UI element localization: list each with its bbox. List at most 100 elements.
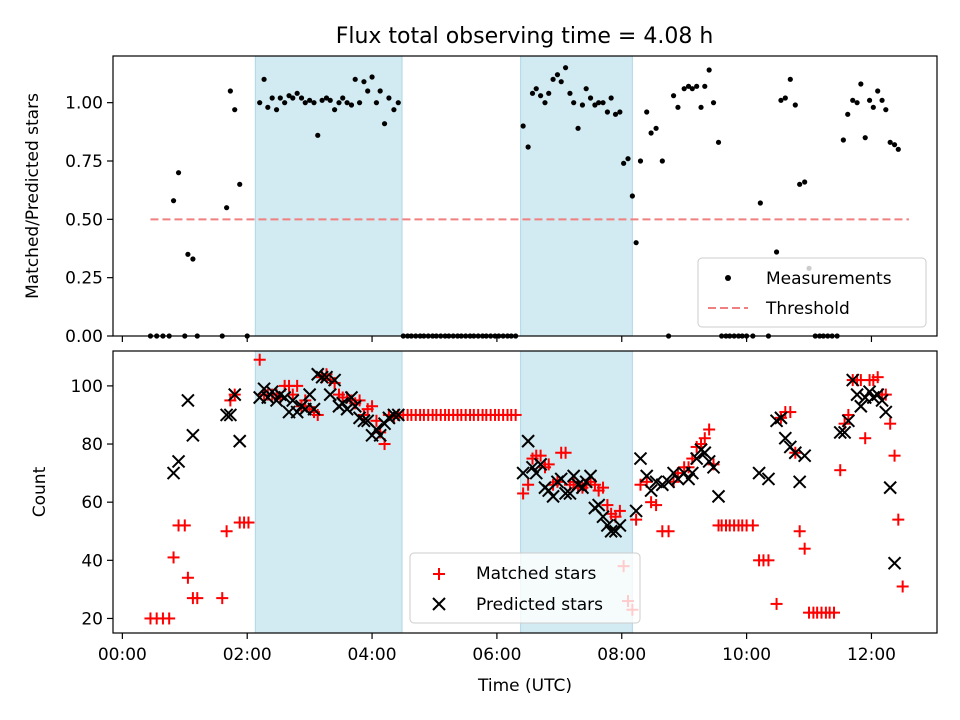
predicted-point (613, 518, 627, 533)
measurement-point (862, 135, 868, 141)
measurement-point (702, 83, 708, 89)
measurement-point (290, 95, 296, 101)
x-tick-label: 10:00 (722, 645, 771, 665)
measurement-point (538, 93, 544, 99)
predicted-point (186, 428, 200, 443)
matched-point (879, 388, 892, 401)
measurement-point (621, 160, 627, 166)
matched-point (291, 379, 304, 392)
measurement-point (529, 90, 536, 96)
predicted-point (879, 405, 893, 419)
measurement-points (147, 65, 901, 339)
predicted-point (698, 446, 712, 460)
top-legend: Measurements Threshold (697, 257, 927, 328)
measurement-point (895, 146, 901, 152)
predicted-point (233, 434, 247, 448)
bottom-axes-frame (112, 350, 938, 634)
predicted-point (792, 475, 807, 489)
series-matched-stars (144, 353, 909, 625)
matched-point (366, 400, 379, 413)
predicted-point (340, 402, 354, 416)
y-tick-label: 80 (81, 435, 103, 455)
predicted-point (600, 518, 615, 533)
legend-matched-marker (433, 568, 445, 580)
measurement-point (294, 90, 300, 96)
measurement-point (298, 95, 305, 101)
predicted-point (644, 483, 658, 498)
predicted-point (315, 370, 329, 384)
measurement-point (879, 97, 885, 103)
y-tick-label: 1.00 (65, 94, 103, 114)
predicted-point (261, 390, 275, 405)
measurement-point (373, 100, 380, 106)
measurement-point (583, 86, 589, 92)
x-tick-label: 00:00 (98, 645, 147, 665)
y-tick-label: 0.75 (65, 152, 103, 172)
predicted-point (525, 460, 540, 474)
predicted-point (629, 504, 643, 518)
measurement-point (170, 198, 177, 204)
top-axes-frame (112, 55, 938, 337)
matched-point (509, 408, 522, 421)
measurement-point (850, 97, 856, 103)
measurement-point (286, 93, 292, 99)
legend-measurements-label: Measurements (766, 269, 892, 289)
measurement-point (395, 100, 401, 106)
matched-point (842, 408, 855, 421)
predicted-point (608, 524, 623, 538)
measurement-point (227, 88, 233, 94)
measurement-point (542, 100, 548, 106)
measurement-point (265, 104, 271, 110)
predicted-point (219, 408, 234, 422)
measurement-point (352, 76, 358, 82)
measurement-point (883, 107, 889, 113)
matched-point (703, 423, 716, 436)
y-tick-label: 100 (71, 377, 103, 397)
predicted-point (681, 472, 696, 486)
top-legend-box (697, 257, 927, 328)
x-tick-label: 04:00 (348, 645, 397, 665)
predicted-point (689, 451, 704, 466)
measurement-point (319, 97, 325, 103)
legend-measurements-marker (725, 275, 731, 281)
y-tick-label: 40 (81, 551, 103, 571)
matched-point (859, 432, 872, 445)
predicted-point (887, 556, 902, 570)
measurement-point (237, 181, 243, 187)
measurement-point (546, 90, 552, 96)
predicted-point (348, 399, 362, 413)
x-tick-label: 08:00 (597, 645, 646, 665)
matched-point (682, 461, 695, 474)
predicted-point (546, 489, 560, 504)
measurement-point (587, 95, 594, 101)
matched-point (662, 525, 675, 538)
measurement-point (653, 125, 659, 131)
measurement-point (681, 86, 687, 92)
predicted-point (323, 387, 337, 402)
predicted-point (558, 486, 573, 501)
measurement-point (782, 95, 788, 101)
measurement-point (685, 83, 692, 89)
predicted-point (223, 408, 238, 422)
measurement-point (571, 100, 577, 106)
measurement-point (600, 100, 606, 106)
measurement-point (277, 95, 283, 101)
predicted-point (837, 425, 852, 440)
predicted-point (391, 408, 405, 422)
predicted-point (640, 469, 654, 483)
matched-point (534, 449, 547, 462)
measurement-point (311, 100, 317, 106)
matched-point (178, 519, 191, 532)
matched-point (884, 417, 897, 430)
measurement-point (232, 107, 238, 113)
chart-title: Flux total observing time = 4.08 h (336, 24, 714, 49)
predicted-point (883, 480, 897, 495)
predicted-point (706, 460, 721, 474)
measurement-point (381, 121, 388, 127)
measurement-point (315, 132, 321, 138)
measurement-point (377, 88, 383, 94)
predicted-point (841, 414, 856, 428)
measurement-point (307, 97, 313, 103)
predicted-point (277, 390, 292, 405)
predicted-point (752, 466, 766, 480)
